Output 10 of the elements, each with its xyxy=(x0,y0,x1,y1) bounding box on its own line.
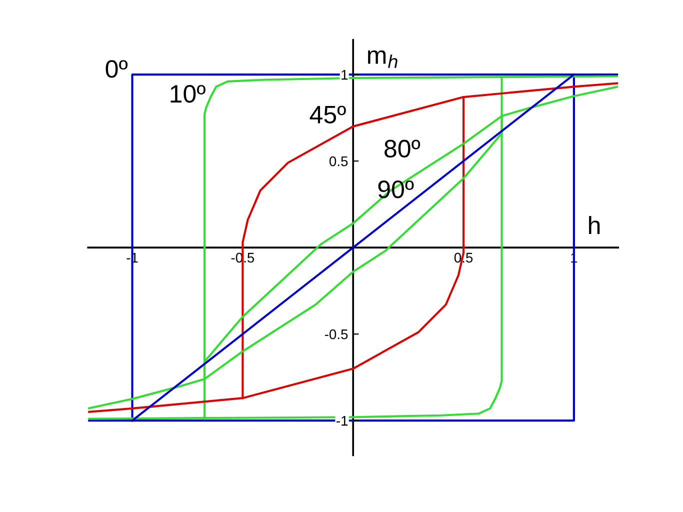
y-axis-title: m$_{h}$ xyxy=(368,50,398,68)
y-tick-label: 0.5 xyxy=(329,156,348,166)
y-tick-label: -0.5 xyxy=(324,329,348,340)
y-tick-label: 1 xyxy=(342,70,348,80)
series-label: 10º xyxy=(170,84,206,103)
y-tick-label: -1 xyxy=(336,416,348,426)
series-label: 80º xyxy=(384,140,420,158)
series-label: 0º xyxy=(106,60,128,78)
series-label: 45º xyxy=(310,106,346,124)
x-axis-title: h xyxy=(589,216,600,234)
